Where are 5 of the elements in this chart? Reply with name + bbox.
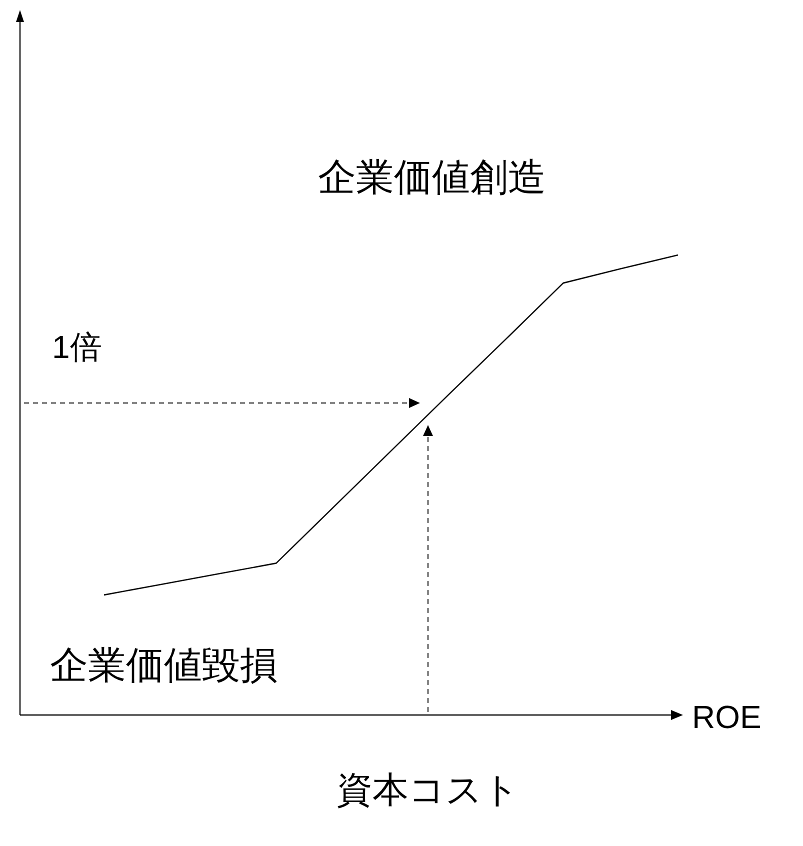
x-axis-title: ROE [692, 699, 762, 735]
text: 資本コスト [336, 769, 520, 810]
annotation: 企業価値毀損 [50, 645, 278, 687]
text: 企業価値創造 [318, 157, 546, 199]
annotation: 1倍 [52, 329, 102, 365]
